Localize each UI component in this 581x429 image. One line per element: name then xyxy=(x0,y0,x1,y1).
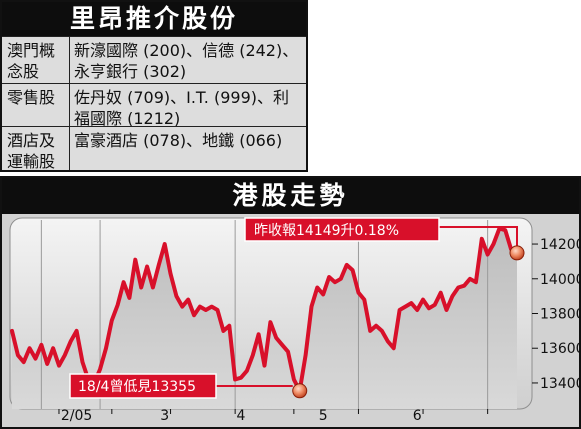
row-category: 澳門概念股 xyxy=(2,37,70,83)
recommended-stocks-table: 里昂推介股份 澳門概念股 新濠國際 (200)、信德 (242)、永亨銀行 (3… xyxy=(0,0,308,172)
y-tick-label: 13600 xyxy=(540,341,579,357)
row-category: 零售股 xyxy=(2,84,70,126)
y-tick-label: 14200 xyxy=(540,237,579,253)
chart-svg: 13400 13600 13800 14000 14200 2/05 3 4 5 6 昨收報14… xyxy=(9,217,579,424)
y-tick-label: 14000 xyxy=(540,272,579,288)
x-tick-label: 5 xyxy=(319,408,328,424)
low-annotation-text: 18/4曾低見13355 xyxy=(78,379,196,395)
table-title: 里昂推介股份 xyxy=(2,2,306,36)
chart-title: 港股走勢 xyxy=(2,178,579,214)
area-fill xyxy=(12,228,517,409)
index-chart: 港股走勢 13400 13600 13800 14000 14200 2/05 3 4 5 6 … xyxy=(0,176,581,429)
row-stocks: 新濠國際 (200)、信德 (242)、永亨銀行 (302) xyxy=(74,41,299,81)
table-row: 澳門概念股 新濠國際 (200)、信德 (242)、永亨銀行 (302) xyxy=(2,36,306,83)
row-stocks: 富豪酒店 (078)、地鐵 (066) xyxy=(74,131,283,150)
row-stocks: 佐丹奴 (709)、I.T. (999)、利福國際 (1212) xyxy=(74,88,289,128)
low-annotation-box xyxy=(69,373,217,399)
y-tick-label: 13400 xyxy=(540,376,579,392)
close-annotation-text: 昨收報14149升0.18% xyxy=(254,223,399,239)
x-tick-label: 6 xyxy=(413,408,422,424)
x-tick-label: 4 xyxy=(237,408,246,424)
close-leader-line xyxy=(438,226,518,246)
low-marker-dot xyxy=(292,383,308,399)
table-row: 酒店及運輸股 富豪酒店 (078)、地鐵 (066) xyxy=(2,126,306,171)
y-tick-label: 13800 xyxy=(540,307,579,323)
x-tick-label: 2/05 xyxy=(61,408,92,424)
x-tick-label: 3 xyxy=(160,408,169,424)
table-row: 零售股 佐丹奴 (709)、I.T. (999)、利福國際 (1212) xyxy=(2,83,306,128)
close-marker-dot xyxy=(509,245,525,261)
row-category: 酒店及運輸股 xyxy=(2,127,70,171)
close-annotation-box xyxy=(244,217,440,242)
